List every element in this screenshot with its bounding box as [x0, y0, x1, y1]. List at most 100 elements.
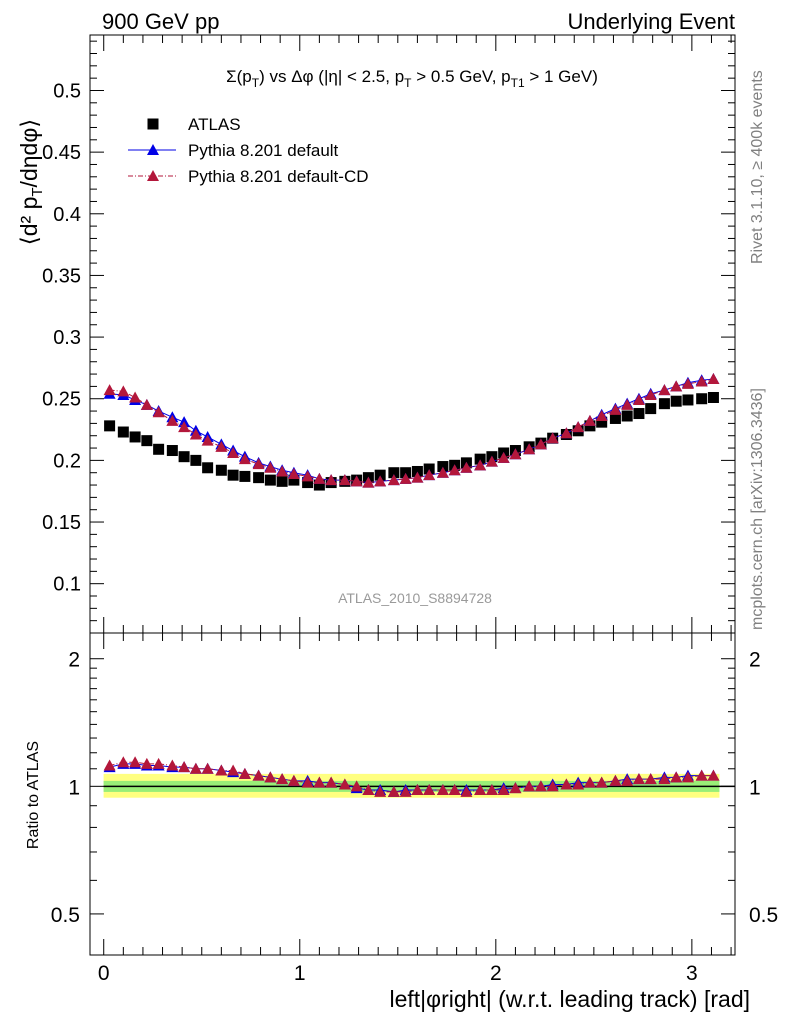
- ratio-ticks: 0.5 0.5 1 1 2 2 0 1 2 3: [51, 633, 778, 985]
- data-point: [350, 780, 363, 792]
- data-point: [166, 445, 178, 457]
- data-point: [141, 435, 153, 447]
- data-point: [288, 474, 300, 486]
- data-point: [227, 469, 239, 481]
- data-point: [227, 446, 240, 458]
- data-point: [313, 479, 325, 491]
- data-point: [645, 403, 657, 415]
- legend-label: Pythia 8.201 default: [188, 141, 339, 160]
- data-point: [632, 773, 645, 785]
- data-point: [609, 403, 622, 415]
- data-point: [147, 118, 159, 130]
- data-point: [239, 470, 251, 482]
- data-point: [632, 393, 645, 405]
- data-point: [313, 776, 326, 788]
- x-tick-label: 1: [294, 962, 306, 985]
- data-point: [423, 469, 436, 481]
- ratio-y-tick-label-right: 1: [749, 776, 761, 799]
- main-series: [103, 373, 720, 491]
- data-point: [436, 466, 449, 478]
- mcplots-label: mcplots.cern.ch [arXiv:1306.3436]: [749, 388, 766, 630]
- data-point: [583, 776, 596, 788]
- ratio-series: [103, 756, 720, 797]
- data-point: [374, 785, 387, 797]
- data-point: [595, 776, 608, 788]
- data-point: [474, 453, 486, 465]
- data-point: [103, 384, 116, 396]
- data-point: [595, 409, 608, 421]
- data-point: [448, 784, 461, 796]
- data-point: [276, 465, 289, 477]
- ratio-y-tick-label-right: 0.5: [749, 904, 778, 927]
- data-point: [215, 464, 227, 476]
- data-point: [633, 408, 645, 420]
- data-point: [202, 462, 214, 474]
- series-pythia-8-201-default-cd: [103, 756, 720, 797]
- ratio-y-tick-label-right: 2: [749, 649, 761, 672]
- data-point: [129, 391, 142, 403]
- legend-entry: Pythia 8.201 default-CD: [128, 167, 369, 186]
- data-point: [301, 470, 314, 482]
- data-point: [474, 784, 487, 796]
- legend: ATLAS Pythia 8.201 default Pythia 8.201 de…: [128, 115, 369, 186]
- data-point: [560, 427, 573, 439]
- data-point: [411, 784, 424, 796]
- x-tick-label: 2: [490, 962, 502, 985]
- header-right-label: Underlying Event: [567, 9, 735, 34]
- data-point: [215, 440, 228, 452]
- data-point: [374, 469, 386, 481]
- data-point: [238, 767, 251, 779]
- data-point: [682, 394, 694, 406]
- data-point: [621, 774, 634, 786]
- data-point: [497, 451, 510, 463]
- data-point: [448, 464, 461, 476]
- data-point: [302, 477, 314, 489]
- header-left-label: 900 GeV pp: [102, 9, 219, 34]
- data-point: [497, 784, 510, 796]
- data-point: [287, 467, 300, 479]
- data-point: [227, 764, 240, 776]
- ratio-plot-frame: [89, 632, 736, 956]
- data-point: [152, 757, 165, 769]
- ratio-y-tick-label: 2: [68, 649, 80, 672]
- y-tick-label: 0.1: [53, 574, 81, 596]
- legend-label: ATLAS: [188, 115, 241, 134]
- data-point: [362, 476, 375, 488]
- series-pythia-8-201-default-cd: [103, 373, 720, 488]
- y-tick-label: 0.3: [53, 327, 81, 349]
- data-point: [546, 780, 559, 792]
- data-point: [201, 762, 214, 774]
- data-point: [325, 474, 338, 486]
- data-point: [264, 771, 277, 783]
- data-point: [670, 771, 683, 783]
- legend-label: Pythia 8.201 default-CD: [188, 167, 369, 186]
- data-point: [325, 776, 338, 788]
- data-point: [104, 420, 116, 432]
- data-point: [534, 780, 547, 792]
- data-point: [560, 778, 573, 790]
- data-point: [670, 395, 682, 407]
- data-point: [509, 448, 522, 460]
- data-point: [189, 428, 202, 440]
- data-point: [190, 454, 202, 466]
- data-point: [621, 398, 634, 410]
- data-point: [523, 443, 536, 455]
- legend-entry: Pythia 8.201 default: [128, 141, 339, 160]
- data-point: [474, 459, 487, 471]
- data-point: [287, 774, 300, 786]
- data-point: [707, 373, 720, 385]
- data-point: [609, 774, 622, 786]
- data-point: [338, 474, 351, 486]
- data-point: [252, 458, 265, 470]
- data-point: [572, 421, 585, 433]
- data-point: [152, 406, 165, 418]
- data-point: [644, 773, 657, 785]
- data-point: [140, 757, 153, 769]
- data-point: [400, 467, 412, 479]
- data-point: [399, 785, 412, 797]
- y-tick-label: 0.45: [42, 142, 81, 164]
- data-point: [350, 475, 363, 487]
- data-point: [238, 453, 251, 465]
- data-point: [117, 426, 129, 438]
